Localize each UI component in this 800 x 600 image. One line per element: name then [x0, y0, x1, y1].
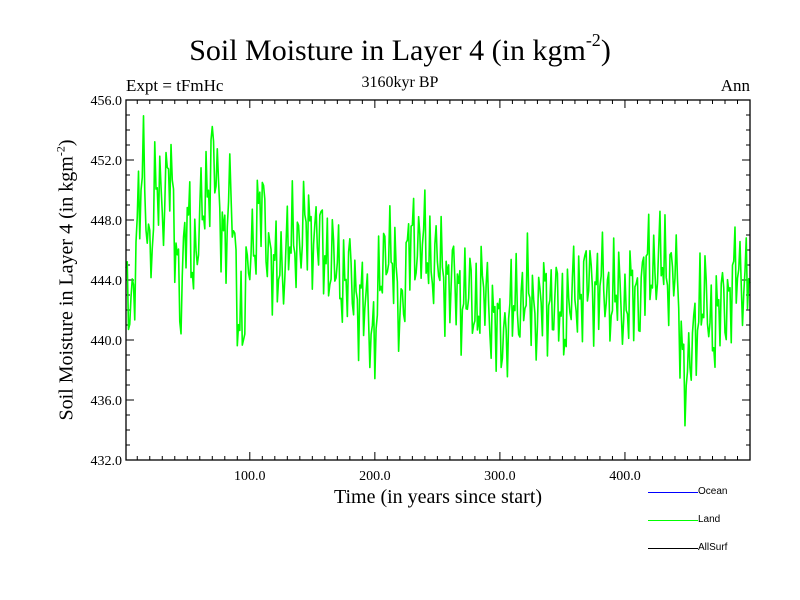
legend-swatch-ocean	[648, 492, 698, 493]
season-label: Ann	[720, 76, 750, 95]
legend-label-ocean: Ocean	[698, 486, 728, 497]
y-tick-label: 436.0	[91, 394, 123, 409]
x-axis-label: Time (in years since start)	[333, 486, 543, 508]
y-axis-label: Soil Moisture in Layer 4 (in kgm-2)	[53, 139, 78, 421]
y-tick-label: 440.0	[91, 334, 123, 349]
experiment-label: Expt = tFmHc	[126, 76, 224, 95]
legend-item-ocean: Ocean	[648, 485, 768, 499]
y-tick-label: 432.0	[91, 454, 123, 469]
chart-subtitle: 3160kyr BP	[361, 74, 439, 91]
x-tick-label: 200.0	[359, 469, 391, 484]
y-tick-label: 452.0	[91, 154, 123, 169]
legend-swatch-allsurf	[648, 548, 698, 549]
y-tick-label: 456.0	[91, 94, 123, 109]
x-tick-label: 100.0	[234, 469, 266, 484]
x-tick-label: 400.0	[609, 469, 641, 484]
x-tick-label: 300.0	[484, 469, 516, 484]
legend-label-land: Land	[698, 514, 721, 525]
chart-title: Soil Moisture in Layer 4 (in kgm-2)	[189, 30, 611, 67]
series-line-land	[125, 115, 751, 427]
series-layer	[125, 115, 751, 427]
legend-label-allsurf: AllSurf	[698, 542, 728, 553]
plot-frame	[125, 99, 751, 461]
y-tick-label: 444.0	[91, 274, 123, 289]
legend-item-land: Land	[648, 513, 768, 527]
y-tick-label: 448.0	[91, 214, 123, 229]
legend-swatch-land	[648, 520, 698, 521]
legend-item-allsurf: AllSurf	[648, 541, 768, 555]
